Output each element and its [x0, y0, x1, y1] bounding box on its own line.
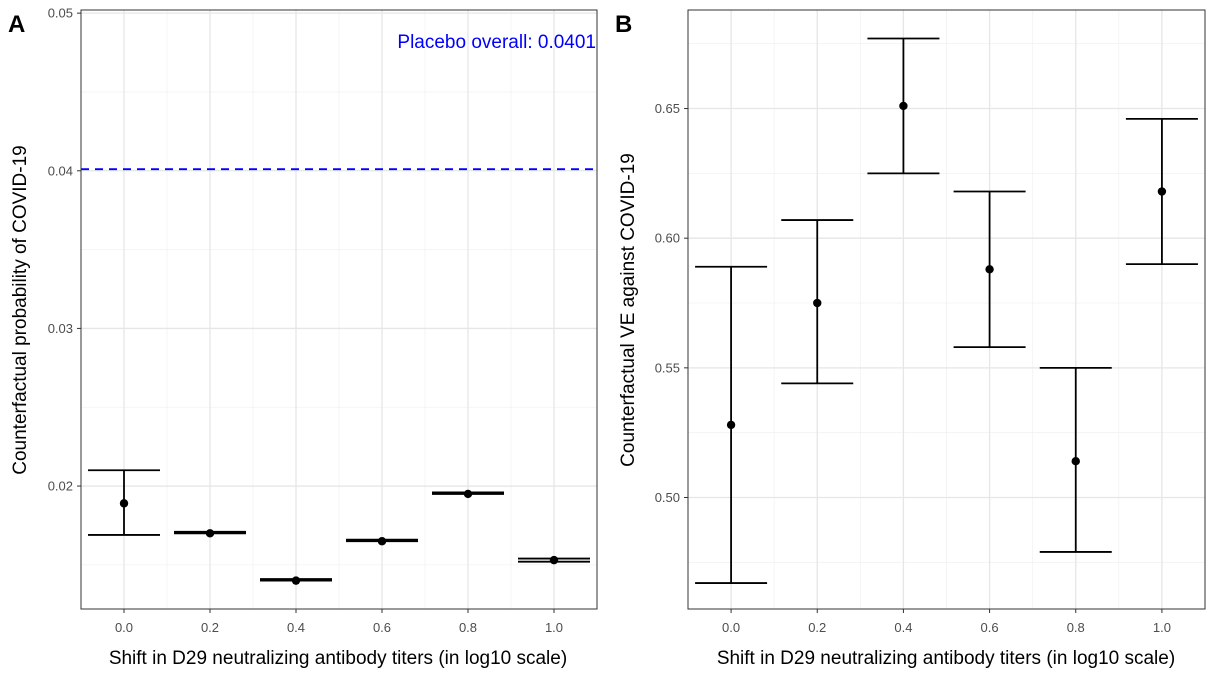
y-tick-label: 0.05 [48, 6, 73, 21]
x-tick-label: 0.2 [808, 620, 826, 635]
y-tick-label: 0.65 [655, 101, 680, 116]
point-estimate-0 [726, 420, 736, 430]
y-tick-label: 0.50 [655, 490, 680, 505]
point-estimate-2 [291, 576, 301, 585]
x-tick-label: 1.0 [1153, 620, 1171, 635]
x-tick-label: 0.6 [373, 620, 391, 635]
point-estimate-4 [1071, 456, 1080, 466]
point-estimate-5 [1157, 187, 1167, 196]
point-estimate-3 [377, 537, 387, 546]
point-estimate-0 [119, 499, 129, 508]
y-tick-label: 0.04 [48, 163, 73, 178]
x-tick-label: 0.4 [894, 620, 912, 635]
panel-a-x-axis-title: Shift in D29 neutralizing antibody titer… [109, 648, 567, 669]
point-estimate-5 [549, 555, 559, 565]
panel-b-label: B [615, 11, 632, 38]
panel-a: 0.02 0.03 0.04 0.05 0.0 0.2 0.4 0.6 0.8 1.0 A Shi… [8, 6, 598, 669]
point-estimate-3 [985, 265, 994, 274]
y-tick-label: 0.03 [48, 321, 73, 336]
y-tick-label: 0.55 [655, 360, 680, 375]
point-estimate-1 [813, 298, 822, 308]
point-estimate-2 [899, 101, 908, 111]
x-tick-label: 0.8 [459, 620, 477, 635]
panel-b-y-axis-title: Counterfactual VE against COVID-19 [618, 153, 639, 467]
x-tick-label: 0.0 [115, 620, 133, 635]
x-tick-label: 0.8 [1067, 620, 1085, 635]
y-tick-label: 0.02 [48, 479, 73, 494]
y-tick-label: 0.60 [655, 231, 680, 246]
panel-b: 0.50 0.55 0.60 0.65 0.0 0.2 0.4 0.6 0.8 1.0 B Shi… [615, 9, 1206, 669]
point-estimate-1 [205, 529, 215, 538]
point-estimate-4 [463, 489, 473, 499]
x-tick-label: 1.0 [545, 620, 563, 635]
panel-b-x-axis-title: Shift in D29 neutralizing antibody titer… [717, 648, 1175, 669]
x-tick-label: 0.4 [287, 620, 305, 635]
panel-a-y-axis-title: Counterfactual probability of COVID-19 [10, 145, 31, 475]
x-tick-label: 0.0 [722, 620, 740, 635]
x-tick-label: 0.6 [981, 620, 999, 635]
placebo-annotation: Placebo overall: 0.0401 [397, 32, 596, 53]
x-tick-label: 0.2 [201, 620, 219, 635]
panel-a-label: A [8, 11, 25, 38]
